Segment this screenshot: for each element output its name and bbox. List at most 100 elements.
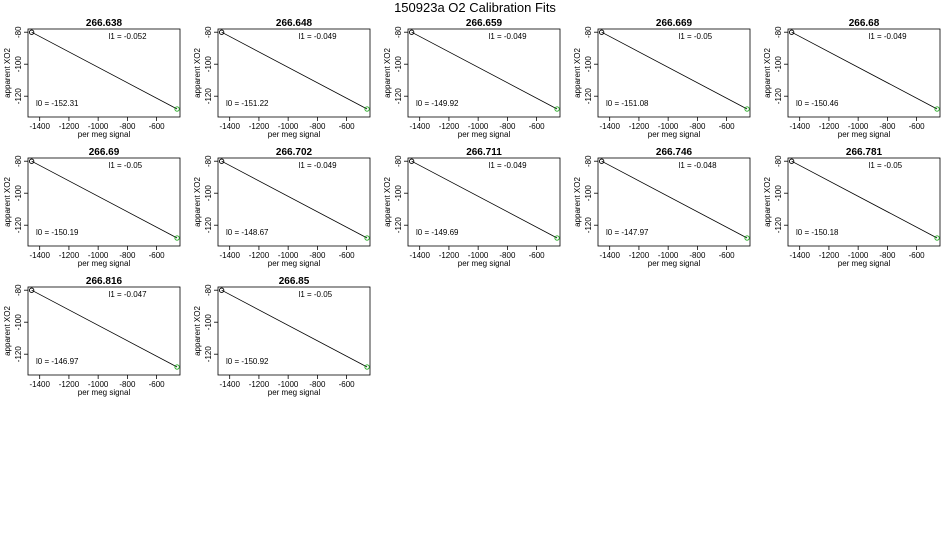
data-point (789, 29, 795, 35)
fit-line (411, 160, 558, 239)
x-axis-label: per meg signal (838, 130, 891, 139)
x-tick-label: -1000 (848, 122, 869, 131)
x-axis-label: per meg signal (268, 130, 321, 139)
panel-title: 266.711 (466, 147, 502, 158)
slope-label: l1 = -0.05 (299, 290, 333, 299)
x-axis-label: per meg signal (648, 259, 701, 268)
fit-line (31, 160, 178, 239)
y-tick-label: -100 (584, 185, 593, 202)
x-tick-label: -1400 (29, 380, 50, 389)
data-point (219, 29, 225, 35)
plot-frame (597, 157, 751, 247)
panel-grid: 266.638 -1400 -1200 -1000 -800 -600 -80 -100 -12… (3, 18, 941, 397)
intercept-label: l0 = -149.69 (416, 228, 459, 237)
y-tick-label: -120 (774, 217, 783, 234)
y-axis-label: apparent XO2 (193, 306, 202, 356)
x-tick-label: -600 (149, 122, 166, 131)
calibration-panel: 266.711 -1400 -1200 -1000 -800 -600 -80 -100 -12… (383, 147, 561, 268)
x-tick-label: -800 (689, 251, 706, 260)
y-axis-label: apparent XO2 (3, 306, 12, 356)
x-axis-label: per meg signal (458, 259, 511, 268)
x-tick-label: -600 (529, 251, 546, 260)
slope-label: l1 = -0.052 (109, 32, 148, 41)
x-tick-label: -1200 (249, 122, 270, 131)
x-tick-label: -1400 (599, 122, 620, 131)
x-tick-label: -1200 (249, 251, 270, 260)
calibration-panel: 266.68 -1400 -1200 -1000 -800 -600 -80 -100 -120… (763, 18, 941, 139)
data-point (219, 158, 225, 164)
y-tick-label: -80 (14, 26, 23, 38)
calibration-panel: 266.659 -1400 -1200 -1000 -800 -600 -80 -100 -12… (383, 18, 561, 139)
y-tick-label: -120 (204, 217, 213, 234)
y-tick-label: -80 (394, 155, 403, 167)
y-tick-label: -80 (584, 155, 593, 167)
panel-title: 266.659 (466, 18, 503, 29)
plot-frame (597, 28, 751, 118)
slope-label: l1 = -0.049 (869, 32, 908, 41)
y-axis-label: apparent XO2 (3, 48, 12, 98)
x-tick-label: -800 (119, 251, 136, 260)
panel-title: 266.816 (86, 276, 123, 287)
x-tick-label: -1200 (629, 251, 650, 260)
slope-label: l1 = -0.049 (299, 161, 338, 170)
x-tick-label: -800 (879, 122, 896, 131)
data-point (364, 106, 370, 112)
intercept-label: l0 = -150.46 (796, 99, 839, 108)
fit-line (411, 31, 558, 110)
panel-title: 266.781 (846, 147, 883, 158)
x-tick-label: -1000 (278, 122, 299, 131)
x-tick-label: -800 (309, 251, 326, 260)
x-tick-label: -600 (909, 122, 926, 131)
y-axis-label: apparent XO2 (763, 177, 772, 227)
y-tick-label: -80 (584, 26, 593, 38)
x-axis-label: per meg signal (458, 130, 511, 139)
data-point (29, 158, 35, 164)
plot-frame (217, 286, 371, 376)
plot-frame (787, 157, 941, 247)
y-axis-label: apparent XO2 (573, 48, 582, 98)
y-tick-label: -80 (14, 284, 23, 296)
fit-line (791, 31, 938, 110)
y-tick-label: -80 (204, 284, 213, 296)
panel-title: 266.638 (86, 18, 123, 29)
intercept-label: l0 = -151.22 (226, 99, 269, 108)
x-tick-label: -600 (339, 380, 356, 389)
x-tick-label: -800 (309, 380, 326, 389)
slope-label: l1 = -0.049 (489, 32, 528, 41)
x-axis-label: per meg signal (268, 388, 321, 397)
intercept-label: l0 = -148.67 (226, 228, 269, 237)
data-point (934, 235, 940, 241)
y-axis-label: apparent XO2 (3, 177, 12, 227)
y-tick-label: -100 (394, 56, 403, 73)
intercept-label: l0 = -147.97 (606, 228, 649, 237)
fit-line (601, 160, 748, 239)
data-point (364, 235, 370, 241)
x-tick-label: -1000 (278, 380, 299, 389)
data-point (599, 158, 605, 164)
slope-label: l1 = -0.049 (489, 161, 528, 170)
x-tick-label: -1200 (439, 251, 460, 260)
fit-line (221, 289, 368, 368)
y-axis-label: apparent XO2 (763, 48, 772, 98)
x-tick-label: -1400 (409, 251, 430, 260)
y-tick-label: -120 (584, 88, 593, 105)
fit-line (31, 289, 178, 368)
y-tick-label: -100 (774, 56, 783, 73)
data-point (364, 364, 370, 370)
y-axis-label: apparent XO2 (383, 177, 392, 227)
x-tick-label: -1000 (468, 251, 489, 260)
x-tick-label: -1400 (29, 251, 50, 260)
data-point (789, 158, 795, 164)
data-point (554, 106, 560, 112)
calibration-panel: 266.85 -1400 -1200 -1000 -800 -600 -80 -100 -120… (193, 276, 371, 397)
plot-frame (27, 286, 181, 376)
data-point (174, 235, 180, 241)
data-point (174, 106, 180, 112)
x-tick-label: -600 (719, 251, 736, 260)
plot-frame (407, 157, 561, 247)
y-tick-label: -100 (204, 56, 213, 73)
y-tick-label: -120 (394, 217, 403, 234)
slope-label: l1 = -0.05 (109, 161, 143, 170)
calibration-panel: 266.638 -1400 -1200 -1000 -800 -600 -80 -100 -12… (3, 18, 181, 139)
